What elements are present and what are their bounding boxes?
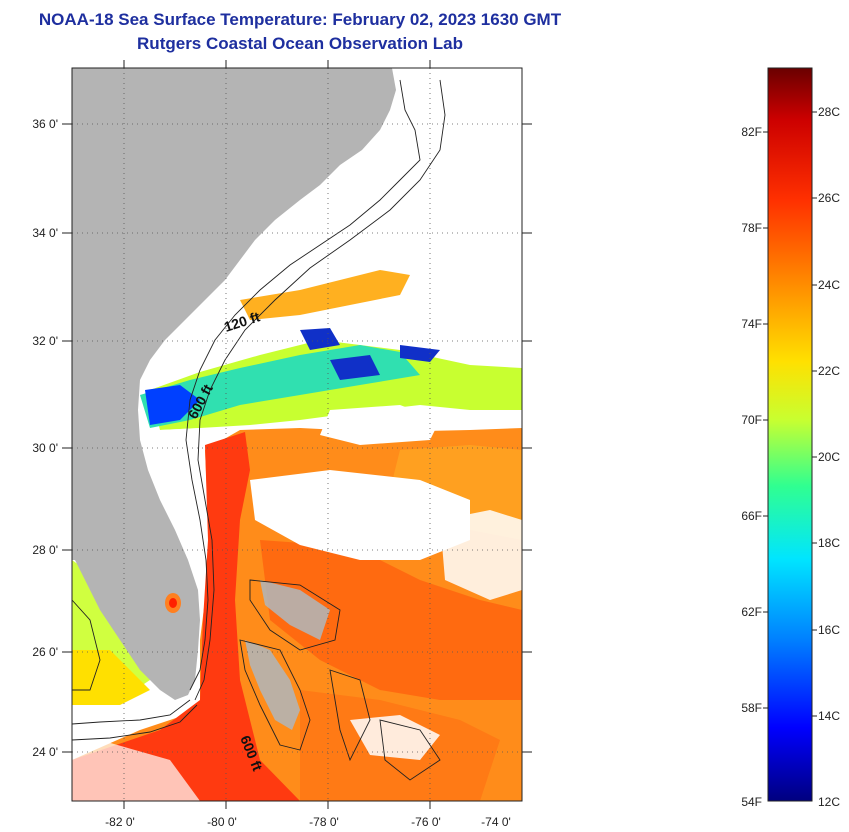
- colorbar-f-label: 66F: [741, 509, 762, 523]
- map-area: [72, 68, 522, 801]
- colorbar-f-label: 78F: [741, 221, 762, 235]
- map-subtitle: Rutgers Coastal Ocean Observation Lab: [137, 34, 463, 53]
- lat-label: 26 0': [32, 645, 58, 659]
- cloud-mask: [72, 405, 522, 801]
- lon-label: -78 0': [309, 815, 339, 829]
- map-title: NOAA-18 Sea Surface Temperature: Februar…: [38, 10, 562, 29]
- colorbar: 82F 78F 74F 70F 66F 62F 58F 54F 28C 26C …: [741, 67, 840, 809]
- colorbar-scale: [767, 67, 813, 802]
- graticule: [72, 68, 522, 801]
- colorbar-c-label: 22C: [818, 364, 840, 378]
- lat-label: 30 0': [32, 441, 58, 455]
- lon-label: -76 0': [411, 815, 441, 829]
- colorbar-c-label: 24C: [818, 278, 840, 292]
- colorbar-c-label: 12C: [818, 795, 840, 809]
- lat-label: 28 0': [32, 543, 58, 557]
- colorbar-f-label: 58F: [741, 701, 762, 715]
- lon-label: -74 0': [481, 815, 511, 829]
- colorbar-c-label: 26C: [818, 191, 840, 205]
- lat-label: 32 0': [32, 334, 58, 348]
- lon-label: -80 0': [207, 815, 237, 829]
- latitude-labels: 36 0' 34 0' 32 0' 30 0' 28 0' 26 0' 24 0…: [32, 117, 58, 759]
- colorbar-f-label: 62F: [741, 605, 762, 619]
- lat-label: 36 0': [32, 117, 58, 131]
- frame-ticks: [62, 60, 532, 809]
- colorbar-c-label: 18C: [818, 536, 840, 550]
- lon-label: -82 0': [105, 815, 135, 829]
- lat-label: 34 0': [32, 226, 58, 240]
- colorbar-f-label: 82F: [741, 125, 762, 139]
- lat-label: 24 0': [32, 745, 58, 759]
- colorbar-f-label: 74F: [741, 317, 762, 331]
- colorbar-f-label: 54F: [741, 795, 762, 809]
- colorbar-c-label: 16C: [818, 623, 840, 637]
- colorbar-c-label: 28C: [818, 105, 840, 119]
- colorbar-f-label: 70F: [741, 413, 762, 427]
- colorbar-c-label: 20C: [818, 450, 840, 464]
- map-frame: [71, 67, 523, 802]
- longitude-labels: -82 0' -80 0' -78 0' -76 0' -74 0': [105, 815, 511, 829]
- isobath-contours: [72, 79, 446, 781]
- sst-cool-shelf: [72, 270, 522, 705]
- land-mass: [72, 68, 396, 730]
- colorbar-c-label: 14C: [818, 709, 840, 723]
